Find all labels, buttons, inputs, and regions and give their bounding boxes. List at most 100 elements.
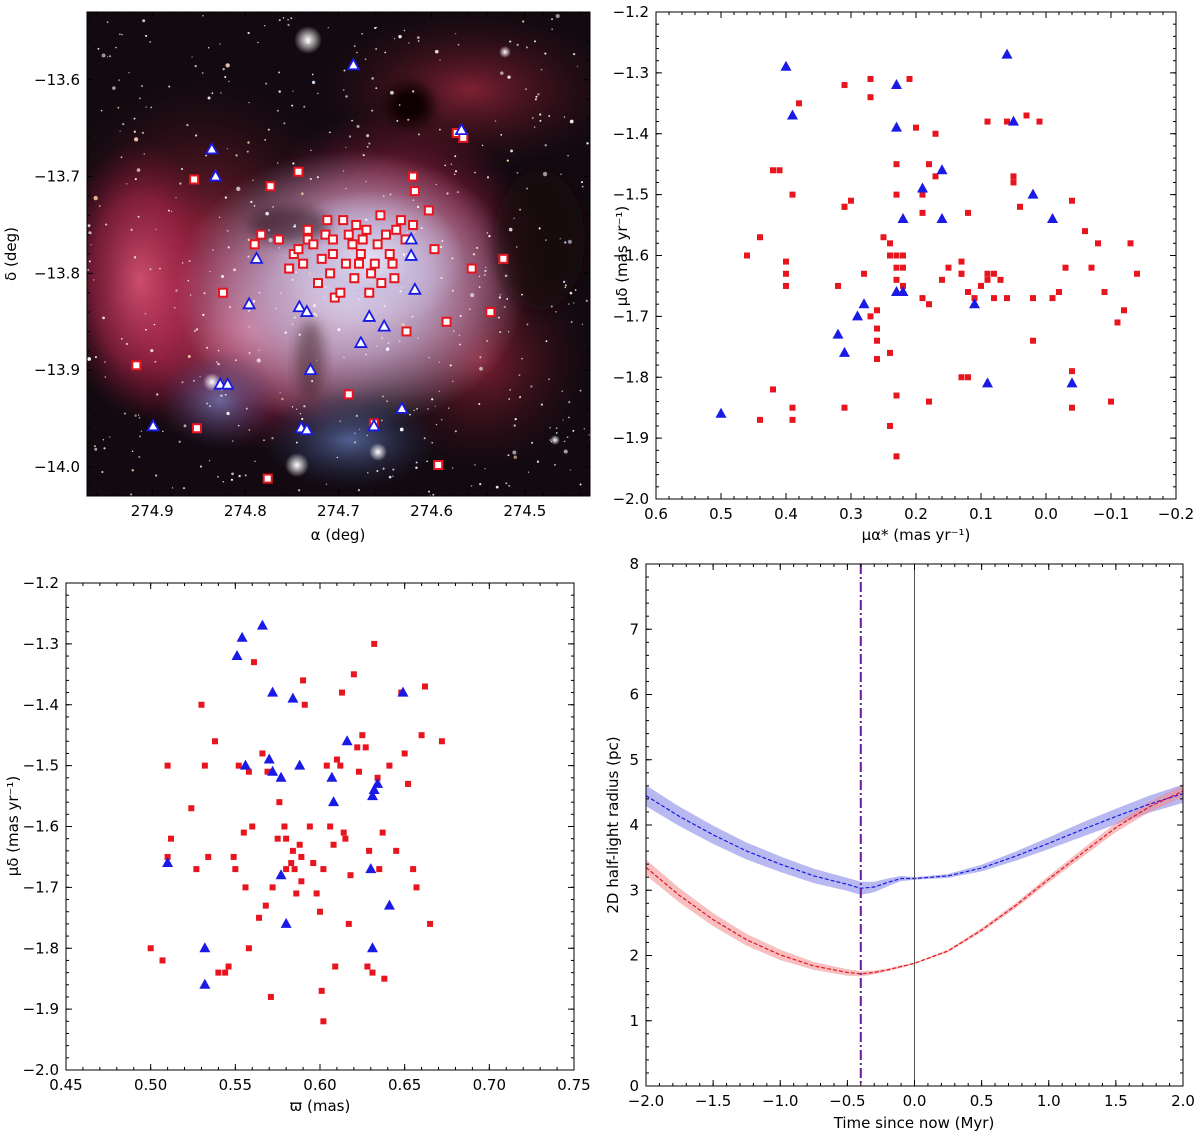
star <box>413 409 416 412</box>
red-square-marker <box>389 273 400 284</box>
star <box>553 463 556 466</box>
star <box>510 149 514 153</box>
star <box>413 231 416 233</box>
star <box>434 49 439 54</box>
star <box>472 253 476 256</box>
blue-triangle-marker <box>917 182 928 193</box>
star <box>537 93 540 96</box>
star <box>426 460 428 463</box>
y-tick-label: −1.3 <box>23 635 59 653</box>
blue-triangle-marker <box>936 212 948 223</box>
red-square-marker <box>1030 337 1036 344</box>
star <box>454 155 457 158</box>
red-square-marker <box>971 295 978 302</box>
star <box>142 19 146 23</box>
red-square-marker <box>242 884 249 891</box>
star <box>513 424 516 427</box>
star <box>540 403 543 406</box>
star <box>345 187 347 190</box>
red-square-marker <box>245 945 252 952</box>
star <box>385 347 390 351</box>
star <box>415 466 418 469</box>
blue-triangle-marker <box>208 168 223 182</box>
star <box>99 205 101 207</box>
red-square-marker <box>413 884 420 891</box>
star <box>356 51 358 54</box>
star <box>435 183 437 186</box>
star <box>247 31 250 35</box>
red-square-marker <box>867 75 874 82</box>
star <box>178 440 181 443</box>
red-square-marker <box>887 240 893 247</box>
y-tick-label: −1.4 <box>613 125 649 143</box>
star <box>505 482 508 485</box>
star <box>353 45 356 47</box>
star <box>329 131 331 134</box>
star <box>519 396 522 398</box>
star <box>293 224 297 227</box>
star <box>309 177 312 181</box>
star <box>216 361 218 363</box>
red-square-marker <box>789 404 796 411</box>
star <box>175 289 178 292</box>
star <box>133 137 139 142</box>
red-square-marker <box>302 224 313 235</box>
blue-triangle-marker <box>394 401 409 414</box>
red-square-marker <box>919 191 926 198</box>
star <box>535 95 538 98</box>
star <box>499 331 502 334</box>
blue-triangle-marker <box>267 686 279 697</box>
star <box>484 467 486 470</box>
pm-markers <box>715 48 1140 460</box>
red-square-marker <box>232 866 239 873</box>
red-square-marker <box>340 258 351 269</box>
star <box>428 356 430 359</box>
star <box>150 348 154 353</box>
star <box>392 468 395 471</box>
star <box>254 460 256 463</box>
star <box>268 237 273 243</box>
blue-triangle-marker <box>407 281 422 295</box>
red-square-marker <box>201 762 208 769</box>
star <box>506 298 509 300</box>
star <box>278 19 281 22</box>
star <box>508 485 510 487</box>
x-tick-label: 0.50 <box>134 1076 167 1094</box>
red-square-marker <box>958 374 965 381</box>
star <box>423 437 426 440</box>
star <box>478 403 481 406</box>
star <box>292 225 295 228</box>
star <box>392 475 394 477</box>
blue-triangle-marker <box>1027 188 1039 199</box>
red-square-marker <box>1010 173 1017 180</box>
star <box>301 417 304 421</box>
y-tick-label: −1.8 <box>23 939 59 957</box>
red-square-marker <box>939 276 945 283</box>
x-tick-label: 0.0 <box>1034 505 1058 523</box>
star <box>220 394 223 398</box>
star <box>411 315 414 318</box>
star <box>173 306 176 309</box>
star <box>521 293 523 296</box>
y-tick-label: −1.6 <box>23 818 59 836</box>
star <box>265 211 269 216</box>
star <box>469 308 471 310</box>
blue-triangle-marker <box>280 917 292 928</box>
red-square-marker <box>300 677 307 684</box>
star <box>93 195 98 201</box>
sky-markers <box>131 57 509 484</box>
red-square-marker <box>1069 368 1075 375</box>
star <box>568 401 571 404</box>
star <box>509 40 512 43</box>
red-square-marker <box>395 215 406 226</box>
star <box>564 286 567 289</box>
star <box>506 159 509 162</box>
blue-triangle-marker <box>891 121 902 132</box>
star <box>566 436 569 439</box>
red-square-marker <box>289 847 296 854</box>
red-square-marker <box>438 738 445 745</box>
blue-triangle-marker <box>852 310 863 321</box>
blue-triangle-marker <box>832 328 844 339</box>
star <box>128 71 130 74</box>
